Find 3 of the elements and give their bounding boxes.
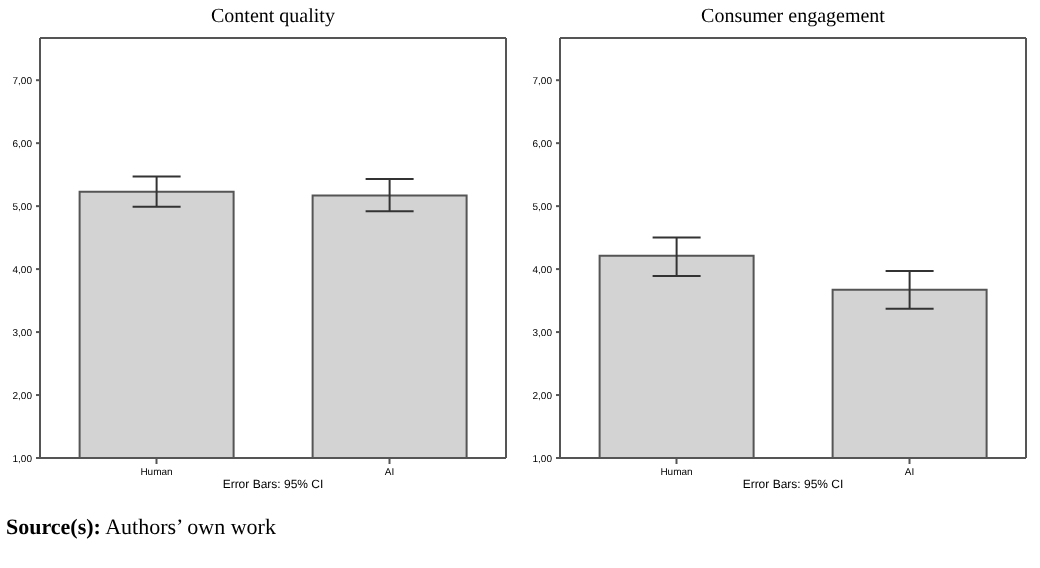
chart-title: Consumer engagement (699, 6, 887, 28)
chart-title: Content quality (209, 6, 337, 28)
source-note: Source(s): Authors’ own work (6, 516, 276, 540)
